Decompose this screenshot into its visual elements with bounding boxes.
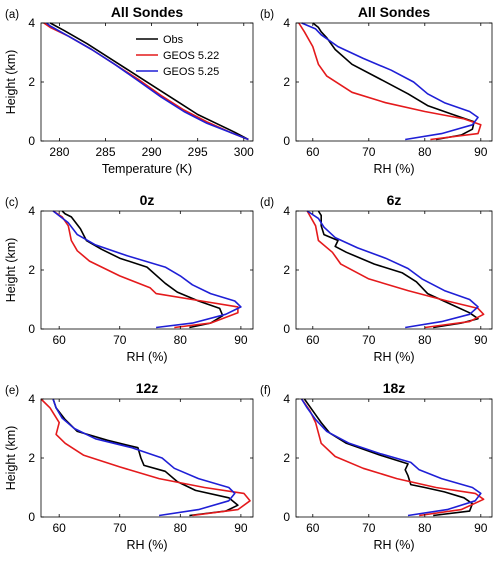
panel-title: 0z: [140, 192, 155, 208]
x-tick-label: 70: [362, 333, 376, 347]
series-line-obs: [49, 22, 249, 141]
series-line-geos-5-25: [306, 210, 479, 329]
panel-letter: (d): [260, 197, 274, 209]
legend-label: GEOS 5.22: [163, 50, 219, 62]
y-tick-label: 2: [28, 263, 35, 277]
y-tick-label: 4: [28, 392, 35, 406]
series-line-geos-5-22: [306, 210, 485, 329]
x-axis-label: RH (%): [127, 538, 168, 552]
y-tick-label: 0: [283, 510, 290, 524]
x-tick-label: 90: [474, 145, 488, 159]
x-tick-label: 80: [418, 521, 432, 535]
panel-letter: (c): [5, 197, 19, 209]
x-tick-label: 80: [174, 333, 188, 347]
panel-title: All Sondes: [111, 4, 184, 20]
y-tick-label: 0: [283, 134, 290, 148]
series-line-geos-5-25: [45, 22, 249, 141]
y-tick-label: 2: [283, 75, 290, 89]
y-axis-label: Height (km): [4, 426, 18, 491]
x-axis-label: RH (%): [374, 162, 415, 176]
panel-f: 60 70 80 90 0 2 4 RH (%) (f) 18z: [260, 380, 493, 552]
x-tick-label: 60: [306, 145, 320, 159]
series-line-geos-5-25: [52, 398, 236, 517]
series-line-obs: [317, 210, 479, 329]
panel-letter: (f): [260, 385, 271, 397]
y-tick-label: 4: [28, 204, 35, 218]
series-line-geos-5-22: [52, 210, 239, 329]
x-tick-label: 300: [234, 145, 254, 159]
x-tick-label: 60: [52, 521, 66, 535]
x-axis-label: RH (%): [374, 538, 415, 552]
y-tick-label: 2: [28, 75, 35, 89]
panel-a: 280 285 290 295 300 0 2 4 Temperature (K) Height …: [4, 4, 254, 176]
series-line-geos-5-22: [298, 22, 482, 141]
x-tick-label: 80: [174, 521, 188, 535]
y-tick-label: 4: [283, 16, 290, 30]
x-tick-label: 90: [234, 333, 248, 347]
x-tick-label: 60: [306, 333, 320, 347]
panel-letter: (e): [5, 385, 19, 397]
panel-d: 60 70 80 90 0 2 4 RH (%) (d) 6z: [260, 192, 493, 364]
series-line-obs: [52, 398, 239, 517]
panel-letter: (a): [5, 9, 19, 21]
plot-frame: [295, 22, 493, 142]
x-axis-label: Temperature (K): [102, 162, 192, 176]
series-line-obs: [61, 210, 224, 329]
panel-title: 12z: [136, 380, 159, 396]
x-tick-label: 70: [113, 521, 127, 535]
x-tick-label: 285: [96, 145, 116, 159]
y-tick-label: 0: [28, 134, 35, 148]
x-tick-label: 70: [113, 333, 127, 347]
y-tick-label: 4: [283, 392, 290, 406]
y-axis-label: Height (km): [4, 50, 18, 115]
series-line-obs: [303, 398, 474, 517]
series-line-geos-5-22: [40, 398, 251, 517]
panel-title: 18z: [383, 380, 406, 396]
x-tick-label: 280: [49, 145, 69, 159]
series-line-geos-5-25: [301, 22, 479, 141]
legend-label: GEOS 5.25: [163, 66, 219, 78]
y-tick-label: 0: [28, 510, 35, 524]
legend-label: Obs: [163, 34, 184, 46]
x-tick-label: 295: [188, 145, 208, 159]
x-tick-label: 70: [362, 521, 376, 535]
y-tick-label: 0: [283, 322, 290, 336]
series-line-geos-5-25: [300, 398, 482, 517]
y-tick-label: 4: [28, 16, 35, 30]
x-tick-label: 70: [362, 145, 376, 159]
y-tick-label: 0: [28, 322, 35, 336]
x-tick-label: 90: [474, 333, 488, 347]
panel-title: All Sondes: [358, 4, 431, 20]
plot-frame: [40, 398, 254, 518]
panel-b: 60 70 80 90 0 2 4 RH (%) (b) All Sondes: [260, 4, 493, 176]
x-axis-label: RH (%): [127, 350, 168, 364]
x-tick-label: 60: [306, 521, 320, 535]
x-tick-label: 80: [418, 145, 432, 159]
y-tick-label: 2: [283, 451, 290, 465]
series-line-geos-5-22: [300, 398, 485, 517]
panel-letter: (b): [260, 9, 274, 21]
panel-title: 6z: [387, 192, 402, 208]
y-tick-label: 2: [28, 451, 35, 465]
x-axis-label: RH (%): [374, 350, 415, 364]
x-tick-label: 90: [234, 521, 248, 535]
panel-c: 60 70 80 90 0 2 4 RH (%) Height (km) (c) 0z: [4, 192, 254, 364]
x-tick-label: 90: [474, 521, 488, 535]
x-tick-label: 60: [52, 333, 66, 347]
x-tick-label: 80: [418, 333, 432, 347]
y-axis-label: Height (km): [4, 238, 18, 303]
x-tick-label: 290: [142, 145, 162, 159]
y-tick-label: 2: [283, 263, 290, 277]
series-line-geos-5-25: [52, 210, 242, 329]
panel-e: 60 70 80 90 0 2 4 RH (%) Height (km) (e) 12z: [4, 380, 254, 552]
y-tick-label: 4: [283, 204, 290, 218]
series-line-obs: [312, 22, 475, 141]
